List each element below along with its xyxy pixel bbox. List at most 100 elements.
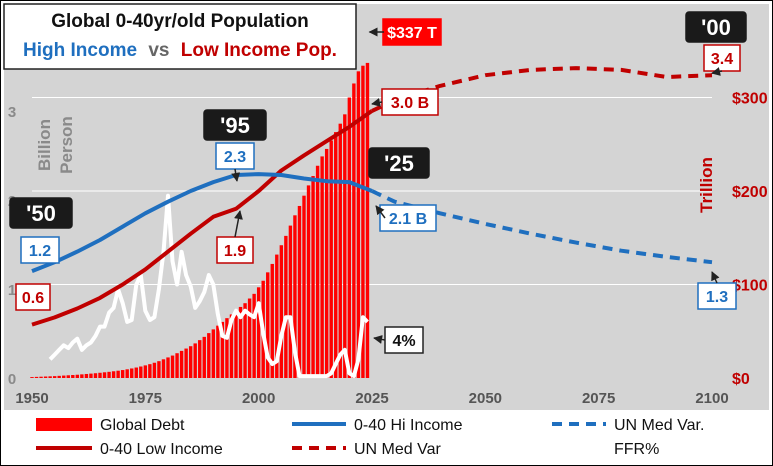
debt-bar [188, 346, 193, 378]
debt-bar [116, 370, 120, 378]
debt-bar [139, 366, 143, 378]
debt-value-label-box [382, 18, 442, 46]
debt-bar [211, 329, 216, 378]
year-label-50-box [9, 197, 73, 229]
callout-arrow [375, 205, 386, 219]
debt-bar [152, 362, 157, 378]
legend-label-hi: 0-40 Hi Income [354, 417, 463, 434]
left-axis-label-person: Person [57, 116, 76, 174]
debt-bar [62, 375, 66, 378]
x-tick-label: 1950 [15, 390, 48, 407]
subtitle-low-income: Low Income Pop. [181, 40, 337, 61]
year-label-95: '95 [220, 113, 250, 138]
debt-bar [98, 372, 102, 378]
callout-arrow [711, 67, 723, 76]
legend-label-hi-proj: UN Med Var. [614, 417, 704, 434]
debt-bar [30, 377, 34, 378]
debt-bar [293, 215, 297, 378]
debt-bar [284, 235, 288, 378]
debt-bar [220, 321, 225, 378]
debt-bar [361, 65, 365, 379]
debt-bar [34, 376, 39, 378]
debt-bar [130, 368, 134, 378]
right-tick-label: $100 [732, 278, 768, 295]
debt-bar [247, 298, 252, 378]
debt-bar [66, 375, 70, 378]
chart-subtitle: High Income vs Low Income Pop. [23, 40, 337, 61]
debt-bar [347, 97, 352, 378]
callout-arrow [234, 210, 243, 238]
x-tick-label: 2000 [242, 390, 275, 407]
left-tick-label: 3 [8, 104, 16, 121]
year-label-25-box [368, 147, 430, 179]
lo-label-0-6-box [15, 283, 51, 311]
x-tick-label: 2100 [695, 390, 728, 407]
x-tick-label: 1975 [129, 390, 162, 407]
annotations: '50 '95 '25 '00 $337 T 0.6 1.9 3.0 B 3.4 1.2 2.3 2.… [9, 11, 747, 354]
subtitle-high-income: High Income [23, 40, 137, 61]
hi-label-1-3: 1.3 [706, 289, 728, 306]
year-label-50: '50 [26, 201, 56, 226]
debt-bar [266, 272, 270, 378]
debt-bar [198, 340, 202, 378]
debt-bar [343, 114, 347, 378]
hi-label-1-2: 1.2 [29, 243, 51, 260]
ffr-label-4-box [384, 326, 424, 354]
debt-bar [52, 376, 57, 378]
debt-bar [143, 365, 148, 378]
debt-bar [89, 373, 93, 378]
legend-label-lo-proj: UN Med Var [354, 441, 442, 458]
hi-label-2-3: 2.3 [224, 149, 246, 166]
debt-bar [315, 165, 320, 378]
debt-bar [57, 375, 61, 378]
year-label-00: '00 [701, 15, 731, 40]
debt-bar [84, 373, 89, 378]
debt-bar [216, 325, 220, 378]
debt-bar [175, 353, 179, 378]
debt-bar [170, 355, 175, 378]
subtitle-vs: vs [148, 40, 169, 61]
chart-title-box: Global 0-40yr/old Population High Income… [3, 3, 357, 70]
left-tick-label: 1 [8, 282, 16, 299]
lo-label-3-0-box [381, 88, 439, 116]
debt-bar [157, 361, 161, 378]
debt-bars [30, 62, 370, 379]
debt-bar [279, 245, 284, 378]
legend-label-ffr: FFR% [614, 441, 659, 458]
debt-bar [75, 374, 80, 378]
right-tick-label: $300 [732, 91, 768, 108]
debt-bar [39, 376, 43, 378]
year-label-95-box [203, 109, 267, 141]
hi-label-1-3-box [697, 282, 737, 310]
series-line-ffr- [48, 193, 369, 379]
callout-arrow [371, 97, 383, 107]
debt-value-label: $337 T [387, 25, 437, 42]
debt-bar [252, 293, 256, 378]
ffr-label-4: 4% [392, 333, 415, 350]
series-line-0-40-low-income [31, 109, 374, 327]
legend-swatch-debt [36, 418, 92, 431]
series-line-0-40-hi-income [31, 172, 373, 273]
x-tick-label: 2025 [355, 390, 388, 407]
hi-label-2-3-box [215, 142, 255, 170]
debt-bar [179, 350, 184, 378]
debt-bar [161, 359, 166, 378]
debt-bar [225, 318, 229, 378]
debt-bar [288, 225, 293, 378]
debt-bar [256, 287, 261, 378]
legend: Global Debt 0-40 Hi Income UN Med Var. 0… [36, 417, 704, 458]
debt-bar [93, 373, 98, 378]
debt-bar [243, 303, 247, 378]
year-label-25: '25 [384, 151, 414, 176]
debt-bar [356, 71, 361, 378]
debt-bar [107, 371, 111, 378]
debt-bar [71, 375, 75, 378]
debt-bar [334, 132, 338, 378]
callout-arrow [231, 168, 241, 182]
legend-label-lo: 0-40 Low Income [100, 441, 223, 458]
debt-bar [111, 371, 116, 378]
debt-bar [324, 148, 329, 378]
debt-bar [238, 306, 243, 378]
debt-bar [134, 367, 138, 378]
